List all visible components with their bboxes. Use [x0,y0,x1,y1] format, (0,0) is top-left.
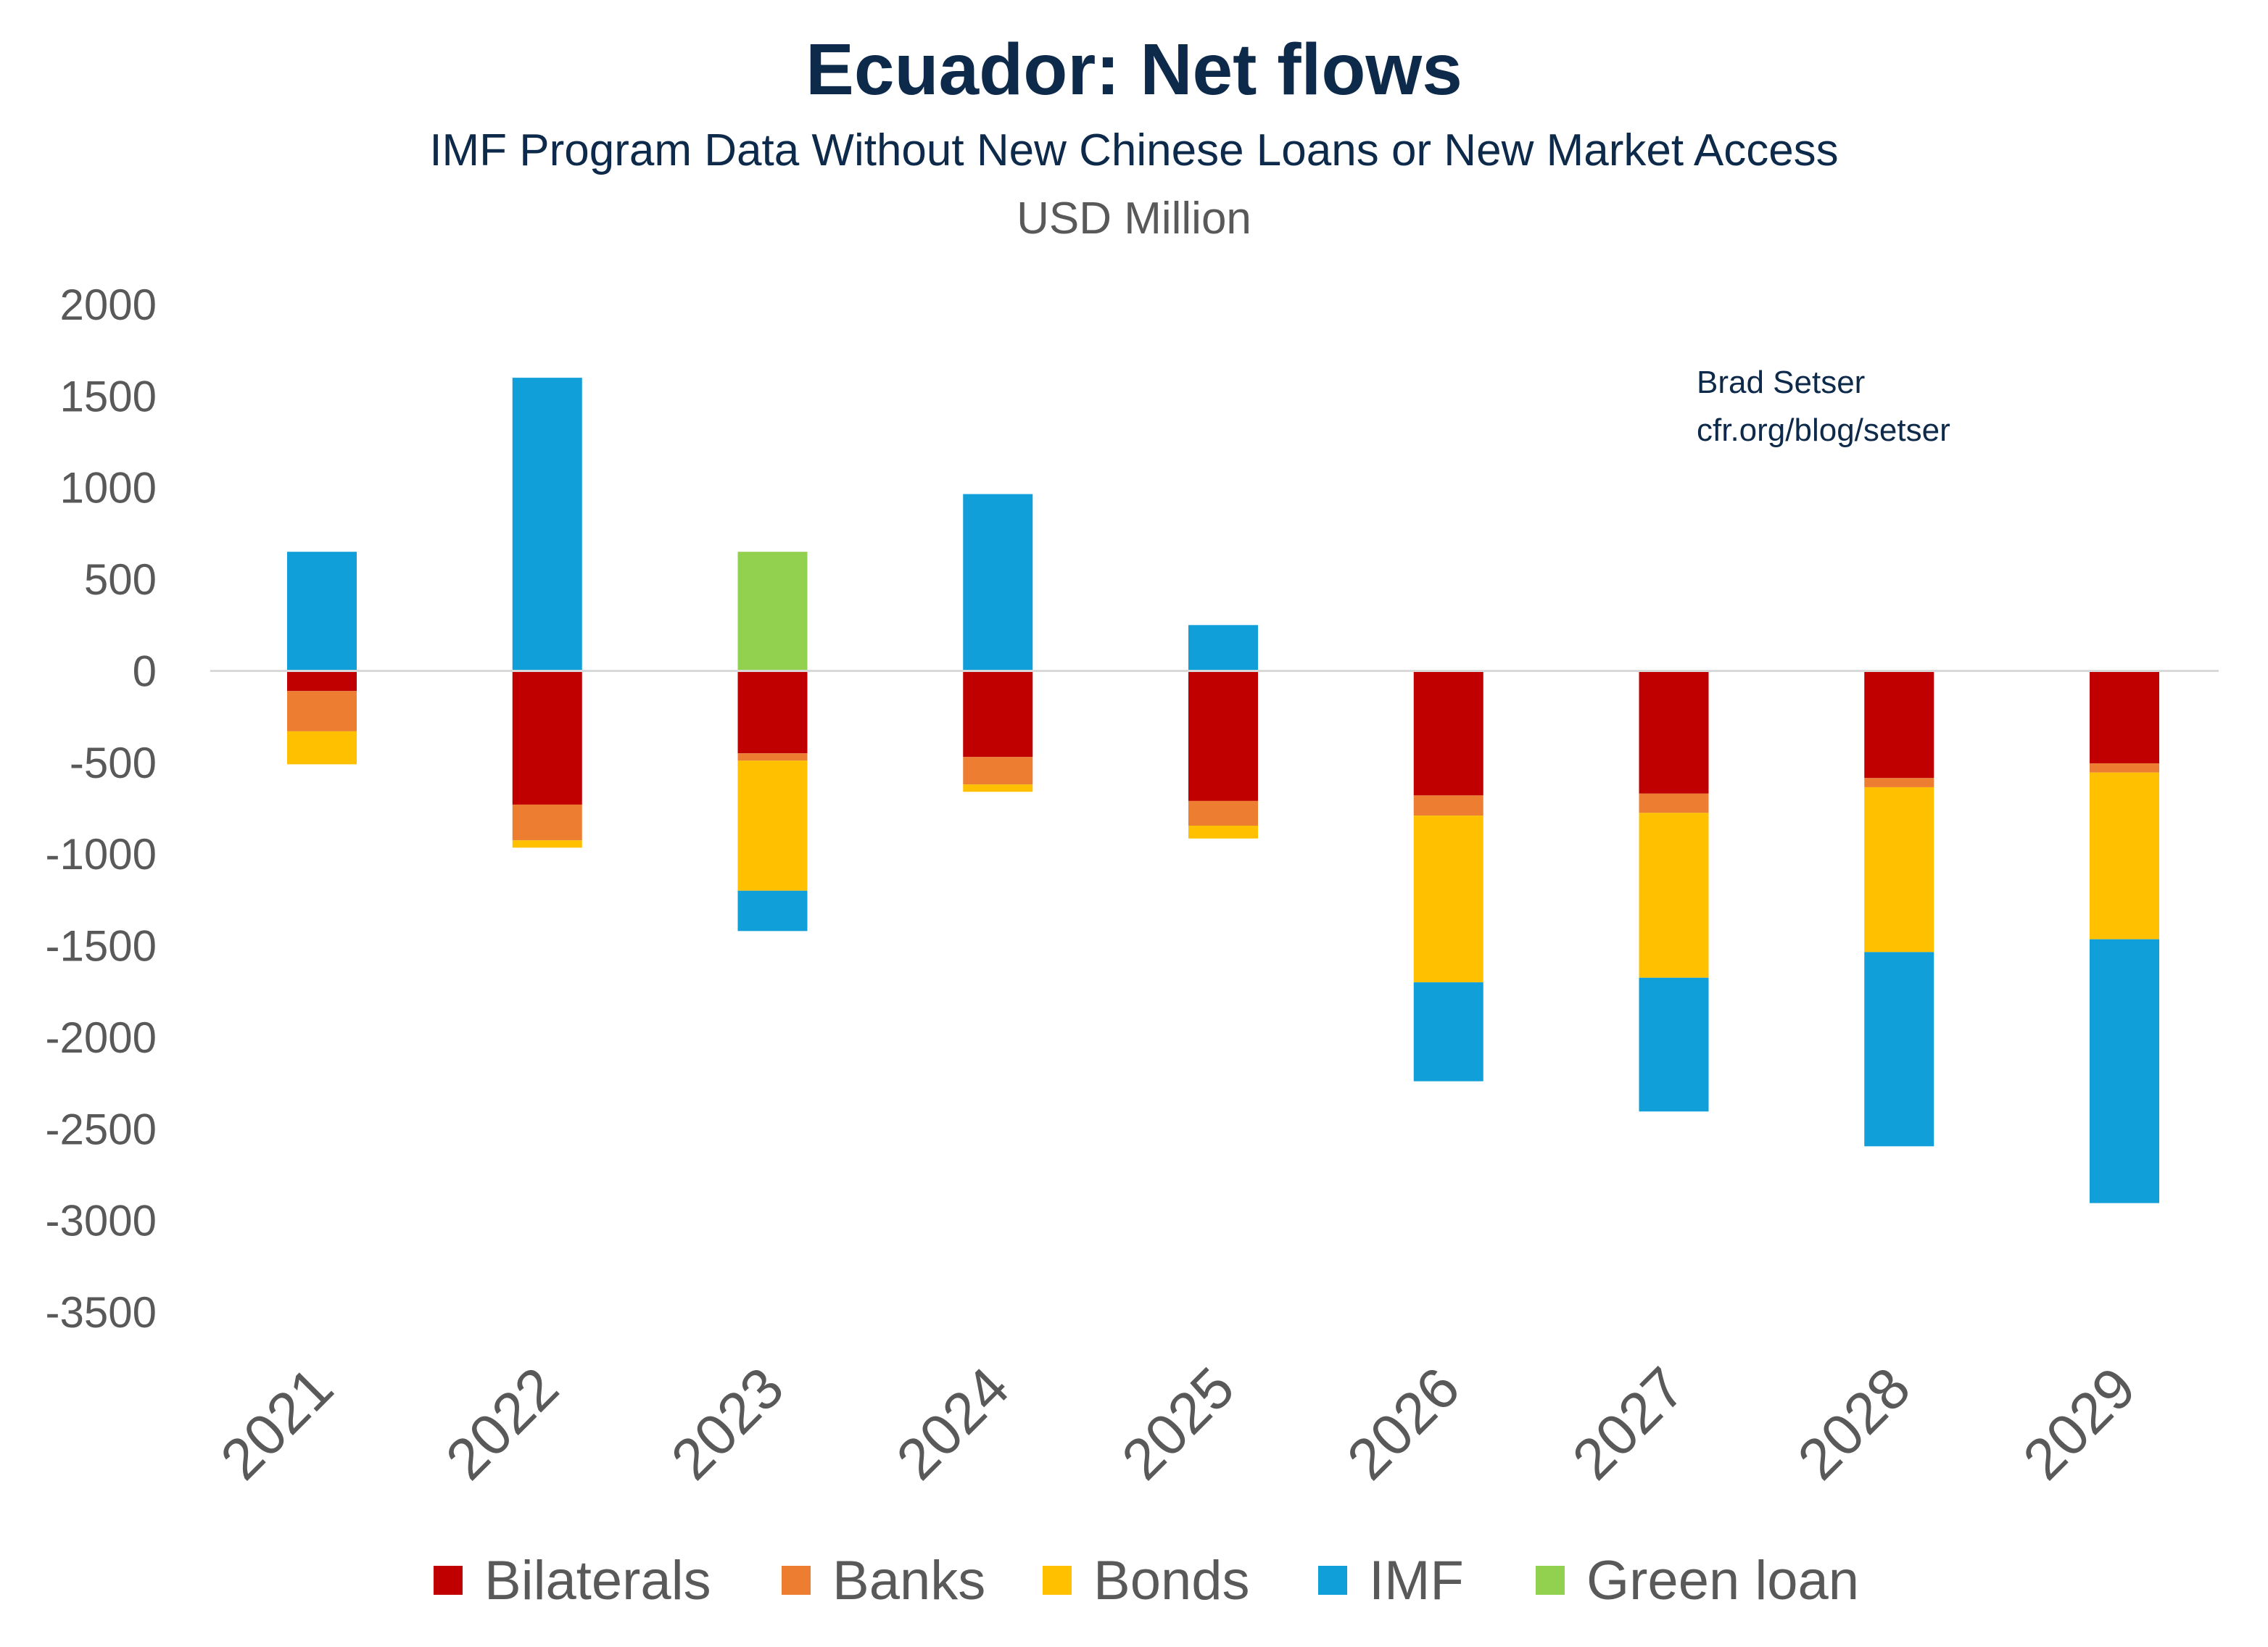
annotation-url: cfr.org/blog/setser [1697,412,1950,448]
legend-label: Banks [832,1550,985,1611]
bar-bonds-2028 [1864,787,1934,953]
y-tick-label: 1500 [60,372,157,420]
legend-swatch [1043,1566,1072,1595]
bar-bilaterals-2021 [287,671,357,692]
bar-banks-2026 [1413,795,1483,816]
bar-bonds-2026 [1413,816,1483,983]
y-tick-label: 500 [84,555,157,604]
bar-imf-2024 [963,494,1033,671]
x-tick-label: 2026 [1335,1355,1472,1492]
x-tick-label: 2023 [659,1355,796,1492]
y-tick-label: -2500 [46,1105,157,1153]
legend-swatch [782,1566,811,1595]
bar-bonds-2025 [1188,826,1258,839]
y-tick-label: -1500 [46,922,157,971]
bar-bilaterals-2028 [1864,671,1934,779]
bar-bonds-2029 [2090,772,2159,939]
y-tick-label: -3000 [46,1197,157,1245]
y-unit-label: USD Million [1017,194,1251,244]
bar-banks-2028 [1864,778,1934,787]
bar-banks-2024 [963,757,1033,785]
bar-bilaterals-2026 [1413,671,1483,796]
bar-bilaterals-2022 [512,671,582,805]
bar-imf-2025 [1188,625,1258,671]
bar-imf-2026 [1413,982,1483,1082]
x-tick-label: 2027 [1560,1355,1697,1492]
chart-title: Ecuador: Net flows [806,29,1462,110]
bar-bonds-2024 [963,784,1033,792]
legend-label: Bonds [1093,1550,1250,1611]
bar-bilaterals-2025 [1188,671,1258,801]
bar-bilaterals-2024 [963,671,1033,758]
legend-item: Banks [782,1550,985,1611]
y-tick-label: 1000 [60,464,157,513]
x-tick-label: 2025 [1109,1355,1246,1492]
bar-bonds-2022 [512,840,582,848]
x-tick-label: 2022 [434,1355,571,1492]
bar-bilaterals-2029 [2090,671,2159,764]
bar-banks-2025 [1188,800,1258,826]
bar-bonds-2027 [1639,813,1709,978]
y-tick-label: -3500 [46,1288,157,1337]
legend-item: Bonds [1043,1550,1250,1611]
y-tick-label: -2000 [46,1013,157,1062]
bar-banks-2023 [737,753,808,761]
bar-bonds-2021 [287,731,357,765]
y-tick-label: 0 [133,647,157,695]
x-tick-label: 2021 [208,1355,345,1492]
bar-bilaterals-2027 [1639,671,1709,794]
x-tick-label: 2024 [884,1355,1021,1492]
bar-imf-2028 [1864,952,1934,1147]
x-tick-label: 2029 [2011,1355,2148,1492]
legend-item: IMF [1318,1550,1464,1611]
chart-subtitle: IMF Program Data Without New Chinese Loa… [429,125,1838,175]
legend-swatch [1318,1566,1347,1595]
legend-item: Bilaterals [434,1550,711,1611]
y-tick-label: -500 [70,739,157,787]
bar-imf-2021 [287,552,357,671]
bar-green-loan-2023 [737,552,808,671]
bar-imf-2027 [1639,977,1709,1112]
bar-imf-2022 [512,378,582,671]
bar-banks-2027 [1639,793,1709,813]
bar-bonds-2023 [737,760,808,891]
bar-banks-2022 [512,804,582,841]
y-tick-label: -1000 [46,830,157,879]
bar-imf-2023 [737,890,808,932]
annotation-author: Brad Setser [1697,365,1865,400]
bar-bilaterals-2023 [737,671,808,754]
legend-swatch [1536,1566,1565,1595]
legend-label: Green loan [1586,1550,1859,1611]
legend-item: Green loan [1536,1550,1859,1611]
legend-swatch [434,1566,463,1595]
bar-banks-2029 [2090,763,2159,773]
x-tick-label: 2028 [1785,1355,1922,1492]
bar-banks-2021 [287,691,357,731]
legend-label: Bilaterals [484,1550,711,1611]
y-tick-label: 2000 [60,281,157,329]
legend-label: IMF [1369,1550,1464,1611]
bar-imf-2029 [2090,939,2159,1203]
